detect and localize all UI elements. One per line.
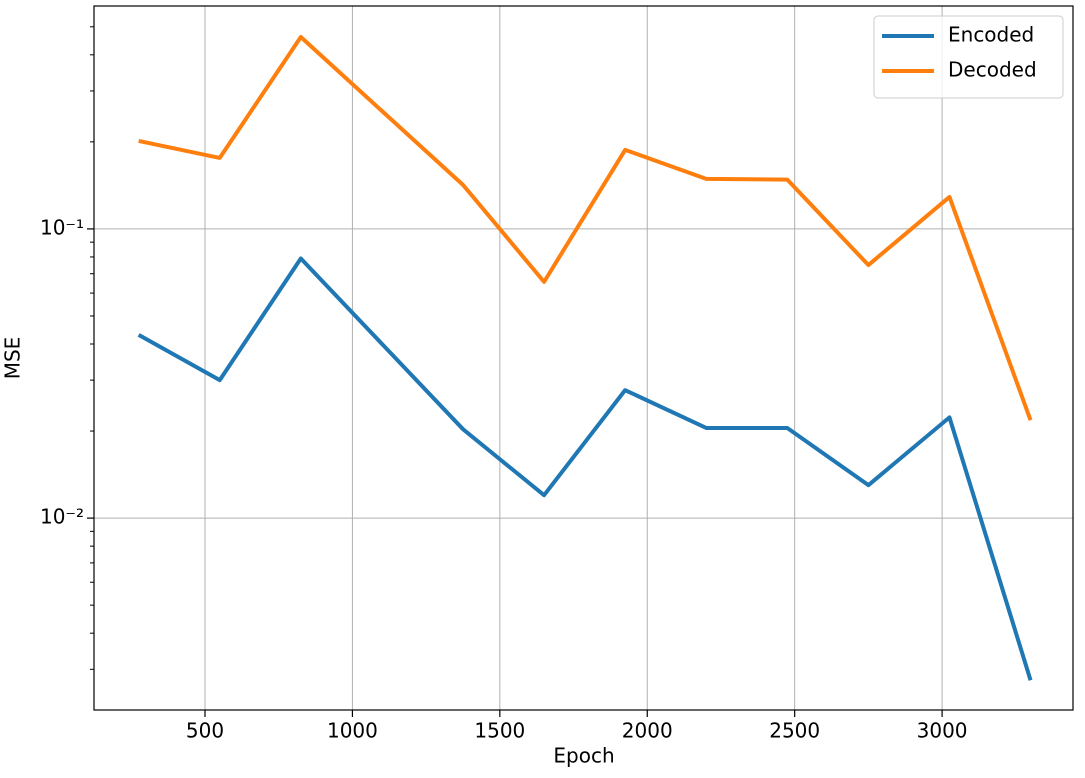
legend-label: Decoded [948,58,1037,82]
y-axis-label: MSE [1,337,25,380]
x-tick-label: 1000 [327,719,378,743]
series-line [138,34,1033,421]
series-line [137,256,1033,681]
legend-label: Encoded [948,23,1034,47]
x-tick-label: 2500 [769,719,820,743]
x-tick-label: 1500 [474,719,525,743]
x-tick-label: 2000 [622,719,673,743]
x-tick-label: 500 [186,719,224,743]
y-tick-label: 10⁻¹ [40,215,84,239]
x-axis-label: Epoch [553,744,614,768]
y-tick-label: 10⁻² [40,505,84,529]
x-tick-label: 3000 [917,719,968,743]
plot-frame [93,5,1074,711]
